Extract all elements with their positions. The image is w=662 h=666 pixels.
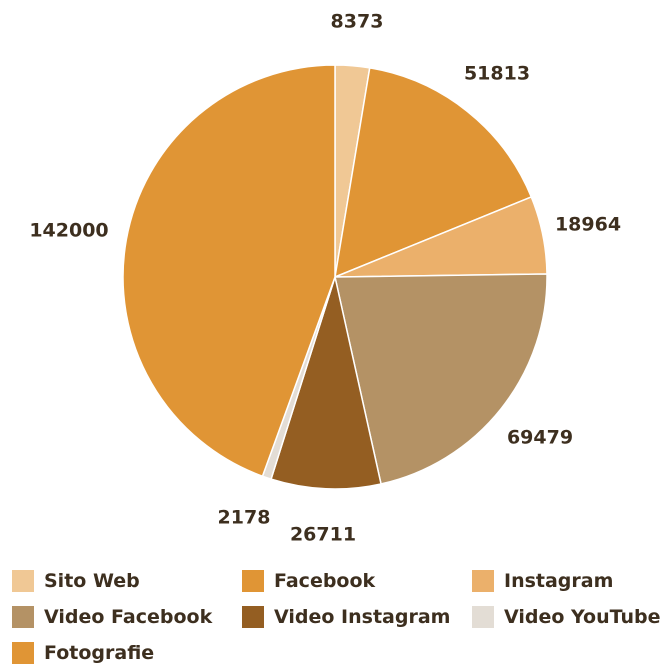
pie-chart: 8373 51813 18964 69479 26711 2178 142000 xyxy=(29,11,621,546)
legend-label: Video YouTube xyxy=(504,606,661,628)
legend-item-video-facebook: Video Facebook xyxy=(12,604,212,630)
legend-item-facebook: Facebook xyxy=(242,568,375,594)
legend-item-video-youtube: Video YouTube xyxy=(472,604,661,630)
legend-item-instagram: Instagram xyxy=(472,568,613,594)
pie-slices xyxy=(122,64,548,490)
legend-swatch xyxy=(472,606,494,628)
data-labels: 8373 51813 18964 69479 26711 2178 142000 xyxy=(29,11,621,546)
legend-swatch xyxy=(472,570,494,592)
legend-label: Sito Web xyxy=(44,570,140,592)
legend-item-sito-web: Sito Web xyxy=(12,568,140,594)
data-label-video-facebook: 69479 xyxy=(507,427,573,449)
pie-slice-video-facebook xyxy=(334,273,548,485)
legend-label: Video Facebook xyxy=(44,606,213,628)
pie-slice-video-instagram xyxy=(270,274,382,490)
legend-label: Fotografie xyxy=(44,642,155,664)
legend-swatch xyxy=(242,570,264,592)
pie-slice-fotografie xyxy=(122,64,336,478)
legend-swatch xyxy=(12,642,34,664)
data-label-facebook: 51813 xyxy=(464,63,530,85)
legend-swatch xyxy=(12,606,34,628)
legend-label: Instagram xyxy=(504,570,614,592)
legend-label: Video Instagram xyxy=(274,606,451,628)
legend-item-fotografie: Fotografie xyxy=(12,640,154,666)
legend-item-video-instagram: Video Instagram xyxy=(242,604,450,630)
data-label-video-youtube: 2178 xyxy=(218,507,271,529)
legend-swatch xyxy=(12,570,34,592)
data-label-fotografie: 142000 xyxy=(29,220,108,242)
data-label-instagram: 18964 xyxy=(555,214,621,236)
legend-swatch xyxy=(242,606,264,628)
legend-label: Facebook xyxy=(274,570,376,592)
pie-slice-facebook xyxy=(334,67,533,279)
data-label-video-instagram: 26711 xyxy=(290,524,356,546)
data-label-sito-web: 8373 xyxy=(331,11,384,33)
